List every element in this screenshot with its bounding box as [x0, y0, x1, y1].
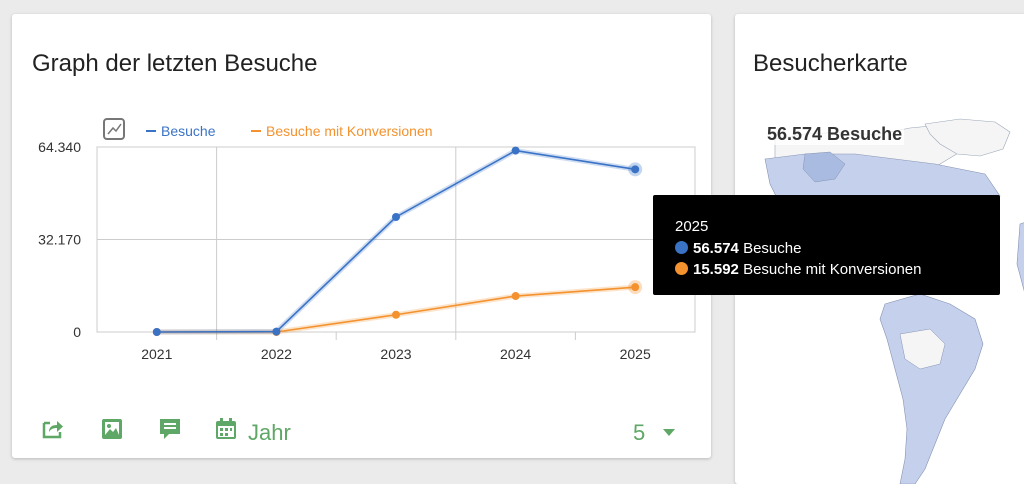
tooltip-value: 15.592 [693, 261, 739, 278]
chart-tooltip: 2025 56.574 Besuche 15.592 Besuche mit K… [653, 195, 1000, 295]
data-point [152, 328, 161, 336]
data-point [631, 165, 640, 174]
x-tick-label: 2022 [261, 346, 292, 362]
export-icon[interactable] [40, 416, 66, 442]
map-region-greenland[interactable] [924, 118, 1011, 157]
limit-value: 5 [633, 420, 646, 445]
tooltip-value: 56.574 [693, 240, 739, 257]
map-region-east[interactable] [1016, 219, 1024, 304]
series-line [156, 149, 636, 333]
data-point [392, 310, 400, 319]
series-dot-icon [675, 262, 688, 275]
widget-title: Graph der letzten Besuche [32, 50, 318, 77]
caret-down-icon [663, 428, 676, 436]
image-icon[interactable] [99, 416, 125, 442]
map-region-brazil[interactable] [899, 328, 946, 370]
legend-label[interactable]: Besuche [161, 123, 216, 139]
calendar-icon[interactable] [213, 416, 239, 442]
series-shadow [156, 147, 636, 335]
widget-title: Besucherkarte [753, 50, 908, 77]
data-point [511, 146, 520, 155]
x-tick-label: 2024 [500, 346, 531, 362]
annotation-icon[interactable] [157, 416, 183, 442]
data-point [511, 292, 520, 301]
x-tick-label: 2021 [141, 346, 172, 362]
visits-graph-widget: Graph der letzten Besuche 0 32.170 64.340 2… [12, 14, 711, 458]
legend-label[interactable]: Besuche mit Konversionen [266, 123, 433, 139]
line-chart-icon-glyph [107, 123, 122, 135]
tooltip-row-visits: 56.574 Besuche [675, 240, 801, 257]
tooltip-title: 2025 [675, 218, 709, 235]
limit-selector[interactable]: 5 [633, 420, 676, 446]
y-tick-label: 0 [73, 324, 81, 340]
series-shadow [156, 284, 636, 335]
map-region-label: 56.574 Besuche [765, 124, 905, 145]
tooltip-label: Besuche [743, 240, 802, 257]
y-tick-label: 64.340 [38, 139, 81, 155]
x-tick-label: 2025 [620, 346, 651, 362]
map-region-highlight[interactable] [802, 151, 846, 183]
tooltip-label: Besuche mit Konversionen [743, 261, 922, 278]
data-point [631, 283, 640, 292]
map-region-south-america[interactable] [879, 293, 984, 484]
y-tick-label: 32.170 [38, 232, 81, 248]
data-point [392, 212, 400, 221]
x-tick-label: 2023 [380, 346, 411, 362]
tooltip-row-conversions: 15.592 Besuche mit Konversionen [675, 261, 922, 278]
visits-chart: 0 32.170 64.340 2021 2022 2023 2024 2025 Besuche… [38, 118, 696, 362]
series-dot-icon [675, 241, 688, 254]
data-point [272, 327, 281, 336]
period-selector[interactable]: Jahr [248, 420, 291, 445]
